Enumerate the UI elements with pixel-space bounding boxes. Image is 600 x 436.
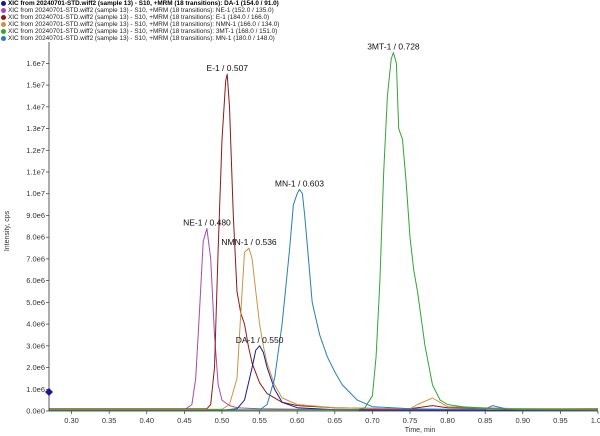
x-tick-label: 0.70 — [365, 416, 380, 425]
legend-dot-icon — [1, 1, 6, 6]
legend-item[interactable]: XIC from 20240701-STD.wiff2 (sample 13) … — [0, 14, 600, 21]
y-axis: 0.0e0 1.0e6 2.0e6 3.0e6 4.0e6 5.0e6 6.0e6 7.0e6… — [26, 59, 49, 416]
legend-dot-icon — [1, 22, 6, 27]
x-axis: 0.30 0.35 0.40 0.45 0.50 0.55 0.60 0.65 0.70 0.75… — [64, 411, 600, 425]
y-tick-label: 1.1e7 — [26, 168, 45, 177]
peak-labels: NE-1 / 0.480 E-1 / 0.507 NMN-1 / 0.536 DA-1… — [183, 42, 420, 345]
legend-item[interactable]: XIC from 20240701-STD.wiff2 (sample 13) … — [0, 7, 600, 14]
y-tick-label: 1.6e7 — [26, 59, 45, 68]
peak-label: NMN-1 / 0.536 — [221, 237, 277, 247]
x-tick-label: 0.40 — [139, 416, 154, 425]
chart-legend: XIC from 20240701-STD.wiff2 (sample 13) … — [0, 0, 600, 42]
series-line-3mt-1[interactable] — [49, 52, 599, 411]
y-tick-label: 6.0e6 — [26, 276, 45, 285]
legend-dot-icon — [1, 36, 6, 41]
x-tick-label: 1.00 — [591, 416, 600, 425]
x-tick-label: 0.75 — [403, 416, 418, 425]
legend-item[interactable]: XIC from 20240701-STD.wiff2 (sample 13) … — [0, 35, 600, 42]
x-tick-label: 0.55 — [252, 416, 267, 425]
x-tick-label: 0.35 — [102, 416, 117, 425]
legend-item[interactable]: XIC from 20240701-STD.wiff2 (sample 13) … — [0, 0, 600, 7]
x-tick-label: 0.95 — [553, 416, 568, 425]
legend-item[interactable]: XIC from 20240701-STD.wiff2 (sample 13) … — [0, 21, 600, 28]
legend-dot-icon — [1, 15, 6, 20]
y-tick-label: 1.0e6 — [26, 385, 45, 394]
x-tick-label: 0.50 — [215, 416, 230, 425]
y-tick-label: 1.5e7 — [26, 81, 45, 90]
legend-item[interactable]: XIC from 20240701-STD.wiff2 (sample 13) … — [0, 28, 600, 35]
legend-label: XIC from 20240701-STD.wiff2 (sample 13) … — [8, 0, 279, 7]
legend-label: XIC from 20240701-STD.wiff2 (sample 13) … — [8, 28, 278, 35]
series-line-mn-1[interactable] — [49, 188, 599, 411]
y-tick-label: 4.0e6 — [26, 320, 45, 329]
y-tick-label: 1.3e7 — [26, 124, 45, 133]
y-tick-label: 2.0e6 — [26, 363, 45, 372]
x-tick-label: 0.90 — [515, 416, 530, 425]
y-tick-label: 0.0e0 — [26, 407, 45, 416]
legend-label: XIC from 20240701-STD.wiff2 (sample 13) … — [8, 7, 274, 14]
legend-label: XIC from 20240701-STD.wiff2 (sample 13) … — [8, 21, 280, 28]
x-tick-label: 0.45 — [177, 416, 192, 425]
peak-label: E-1 / 0.507 — [206, 63, 248, 73]
y-axis-marker-icon[interactable] — [45, 388, 53, 396]
legend-dot-icon — [1, 8, 6, 13]
y-tick-label: 8.0e6 — [26, 233, 45, 242]
y-tick-label: 1.2e7 — [26, 146, 45, 155]
legend-dot-icon — [1, 29, 6, 34]
peak-label: DA-1 / 0.550 — [236, 335, 284, 345]
x-tick-label: 0.85 — [478, 416, 493, 425]
y-tick-label: 5.0e6 — [26, 298, 45, 307]
y-axis-label: Intensity, cps — [4, 210, 11, 251]
series-line-nmn-1[interactable] — [49, 247, 599, 410]
x-tick-label: 0.30 — [64, 416, 79, 425]
x-tick-label: 0.60 — [290, 416, 305, 425]
series-line-e-1[interactable] — [49, 73, 598, 410]
legend-label: XIC from 20240701-STD.wiff2 (sample 13) … — [8, 14, 270, 21]
x-tick-label: 0.80 — [440, 416, 455, 425]
series-line-da-1[interactable] — [49, 345, 598, 411]
x-tick-label: 0.65 — [327, 416, 342, 425]
x-axis-label: Time, min — [405, 427, 436, 434]
legend-label: XIC from 20240701-STD.wiff2 (sample 13) … — [8, 35, 275, 42]
peak-label: 3MT-1 / 0.728 — [367, 42, 420, 52]
y-tick-label: 1.0e7 — [26, 189, 45, 198]
chromatogram-lines — [49, 52, 599, 411]
series-line-ne-1[interactable] — [49, 228, 598, 411]
y-tick-label: 7.0e6 — [26, 254, 45, 263]
peak-label: NE-1 / 0.480 — [183, 218, 231, 228]
y-tick-label: 1.4e7 — [26, 102, 45, 111]
y-tick-label: 3.0e6 — [26, 341, 45, 350]
peak-label: MN-1 / 0.603 — [275, 178, 324, 188]
y-tick-label: 9.0e6 — [26, 211, 45, 220]
